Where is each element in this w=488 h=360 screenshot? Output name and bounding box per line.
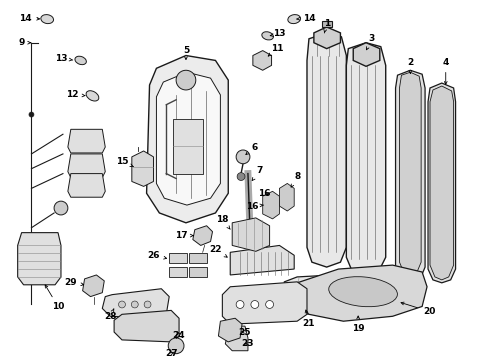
Circle shape: [168, 338, 183, 354]
Text: 2: 2: [407, 58, 412, 73]
Text: 8: 8: [290, 172, 300, 187]
Text: 14: 14: [296, 14, 315, 23]
Polygon shape: [68, 129, 105, 153]
Text: 9: 9: [19, 38, 31, 47]
Polygon shape: [232, 218, 269, 251]
Polygon shape: [225, 326, 247, 351]
Bar: [169, 267, 186, 277]
Ellipse shape: [261, 32, 273, 40]
Polygon shape: [262, 191, 279, 219]
Polygon shape: [218, 318, 242, 342]
Circle shape: [236, 150, 249, 164]
Text: 1: 1: [323, 18, 329, 33]
Circle shape: [236, 301, 244, 309]
Text: 13: 13: [270, 30, 285, 39]
Text: 10: 10: [45, 285, 64, 311]
Text: 13: 13: [55, 54, 73, 63]
Polygon shape: [427, 83, 455, 283]
Text: 21: 21: [302, 310, 315, 328]
Text: 16: 16: [245, 202, 263, 211]
Text: 14: 14: [19, 14, 40, 23]
Bar: [173, 120, 202, 174]
Polygon shape: [230, 246, 294, 275]
Circle shape: [118, 301, 125, 308]
Text: 27: 27: [164, 349, 177, 358]
Text: 15: 15: [116, 157, 133, 167]
Circle shape: [29, 112, 34, 117]
Text: 26: 26: [147, 251, 166, 260]
Polygon shape: [192, 226, 212, 246]
Polygon shape: [346, 43, 385, 274]
Circle shape: [265, 301, 273, 309]
Bar: [188, 267, 206, 277]
Text: 17: 17: [174, 231, 193, 240]
Polygon shape: [294, 265, 426, 321]
Text: 28: 28: [104, 309, 116, 321]
Circle shape: [144, 301, 151, 308]
Text: 3: 3: [366, 34, 374, 50]
Polygon shape: [429, 86, 453, 280]
Polygon shape: [279, 184, 294, 211]
Polygon shape: [252, 51, 271, 70]
Text: 12: 12: [66, 90, 85, 99]
Circle shape: [131, 301, 138, 308]
Polygon shape: [399, 72, 420, 277]
Bar: [188, 253, 206, 263]
Circle shape: [237, 172, 244, 180]
Polygon shape: [306, 33, 346, 267]
Text: 25: 25: [238, 328, 251, 337]
Polygon shape: [68, 154, 105, 177]
Bar: [169, 253, 186, 263]
Ellipse shape: [41, 15, 53, 24]
Text: 29: 29: [64, 278, 83, 287]
Circle shape: [54, 201, 68, 215]
Text: 19: 19: [351, 316, 364, 333]
Text: 16: 16: [258, 189, 270, 198]
Polygon shape: [18, 233, 61, 285]
Polygon shape: [284, 272, 411, 314]
Text: 23: 23: [241, 339, 254, 348]
Text: 6: 6: [245, 143, 258, 154]
Text: 4: 4: [442, 58, 448, 84]
Polygon shape: [313, 27, 340, 49]
Text: 20: 20: [400, 302, 434, 316]
Ellipse shape: [86, 91, 99, 101]
Polygon shape: [395, 70, 424, 283]
Polygon shape: [102, 289, 169, 318]
Ellipse shape: [328, 277, 397, 307]
Polygon shape: [156, 72, 220, 205]
Text: 24: 24: [172, 332, 185, 341]
Polygon shape: [146, 55, 228, 223]
Circle shape: [250, 301, 258, 309]
Polygon shape: [132, 151, 153, 186]
Polygon shape: [352, 43, 379, 66]
Text: 7: 7: [252, 166, 263, 181]
Text: 18: 18: [216, 215, 230, 229]
Circle shape: [176, 70, 195, 90]
Polygon shape: [68, 174, 105, 197]
Polygon shape: [114, 310, 179, 342]
Polygon shape: [321, 21, 331, 27]
Text: 11: 11: [267, 44, 283, 56]
Ellipse shape: [287, 15, 300, 24]
Ellipse shape: [75, 56, 86, 65]
Polygon shape: [82, 275, 104, 297]
Text: 5: 5: [183, 46, 189, 59]
Text: 22: 22: [209, 245, 227, 257]
Polygon shape: [222, 282, 306, 324]
